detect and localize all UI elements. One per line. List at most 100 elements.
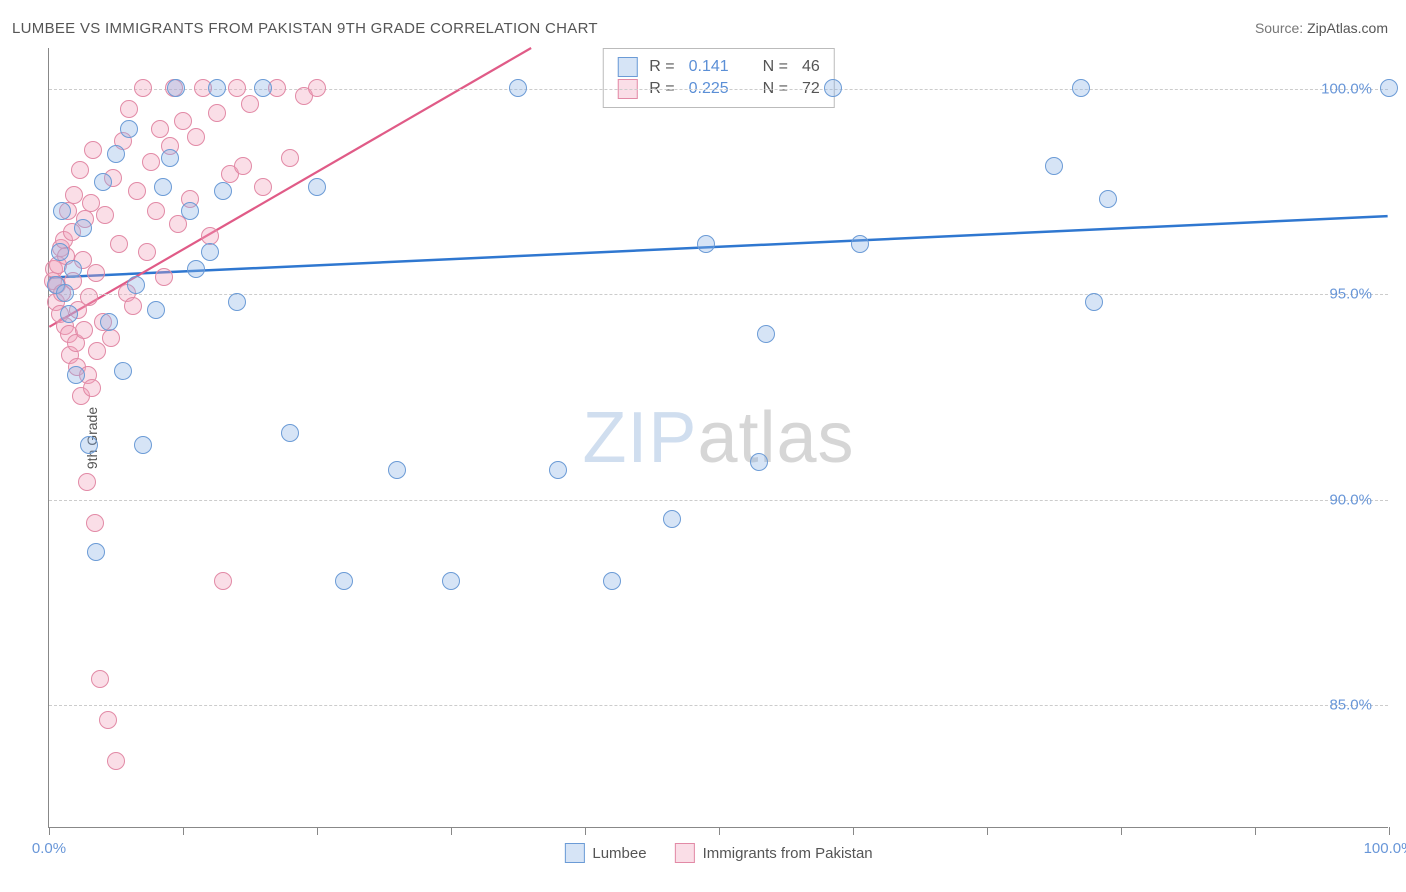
legend-label: Lumbee — [592, 845, 646, 862]
scatter-point — [94, 173, 112, 191]
scatter-point — [208, 79, 226, 97]
source-label: Source: — [1255, 20, 1303, 36]
scatter-point — [83, 379, 101, 397]
source-attribution: Source: ZipAtlas.com — [1255, 20, 1388, 36]
chart-title: LUMBEE VS IMMIGRANTS FROM PAKISTAN 9TH G… — [12, 20, 598, 37]
scatter-point — [120, 120, 138, 138]
trend-line — [49, 216, 1387, 277]
scatter-point — [663, 510, 681, 528]
legend-n-label: N = — [763, 58, 788, 76]
scatter-point — [1099, 190, 1117, 208]
gridline — [49, 89, 1388, 90]
gridline — [49, 705, 1388, 706]
legend-r-value: 0.141 — [689, 58, 745, 76]
y-tick-label: 95.0% — [1329, 286, 1372, 303]
scatter-point — [107, 145, 125, 163]
scatter-point — [388, 461, 406, 479]
scatter-point — [1380, 79, 1398, 97]
scatter-point — [228, 79, 246, 97]
scatter-point — [127, 276, 145, 294]
scatter-point — [100, 313, 118, 331]
scatter-point — [603, 572, 621, 590]
scatter-point — [155, 268, 173, 286]
scatter-point — [1085, 293, 1103, 311]
scatter-point — [91, 670, 109, 688]
x-tick — [853, 827, 854, 835]
gridline — [49, 294, 1388, 295]
scatter-point — [75, 321, 93, 339]
scatter-point — [86, 514, 104, 532]
scatter-point — [67, 366, 85, 384]
x-tick — [49, 827, 50, 835]
x-tick-label: 0.0% — [32, 840, 66, 857]
scatter-point — [234, 157, 252, 175]
scatter-point — [134, 436, 152, 454]
x-tick-label: 100.0% — [1364, 840, 1406, 857]
scatter-point — [74, 219, 92, 237]
scatter-point — [308, 79, 326, 97]
x-tick — [317, 827, 318, 835]
legend-swatch — [675, 843, 695, 863]
scatter-point — [53, 202, 71, 220]
scatter-point — [281, 424, 299, 442]
legend-label: Immigrants from Pakistan — [703, 845, 873, 862]
scatter-point — [138, 243, 156, 261]
scatter-point — [281, 149, 299, 167]
scatter-point — [84, 141, 102, 159]
legend-swatch — [617, 57, 637, 77]
scatter-point — [1045, 157, 1063, 175]
scatter-point — [71, 161, 89, 179]
legend-n-value: 46 — [802, 58, 820, 76]
scatter-point — [110, 235, 128, 253]
scatter-point — [187, 260, 205, 278]
scatter-point — [187, 128, 205, 146]
scatter-point — [824, 79, 842, 97]
chart-plot-area: 9th Grade ZIPatlas R =0.141N =46R =0.225… — [48, 48, 1388, 828]
scatter-point — [509, 79, 527, 97]
legend-item: Lumbee — [564, 843, 646, 863]
watermark-zip: ZIP — [582, 398, 697, 478]
scatter-point — [254, 178, 272, 196]
watermark: ZIPatlas — [582, 397, 854, 479]
scatter-point — [64, 260, 82, 278]
scatter-point — [308, 178, 326, 196]
scatter-point — [87, 543, 105, 561]
x-tick — [1389, 827, 1390, 835]
x-tick — [183, 827, 184, 835]
x-tick — [719, 827, 720, 835]
x-tick — [1121, 827, 1122, 835]
scatter-point — [80, 288, 98, 306]
legend-stat-row: R =0.141N =46 — [617, 57, 819, 77]
y-tick-label: 100.0% — [1321, 81, 1372, 98]
correlation-legend: R =0.141N =46R =0.225N =72 — [602, 48, 834, 108]
scatter-point — [241, 95, 259, 113]
scatter-point — [96, 206, 114, 224]
scatter-point — [102, 329, 120, 347]
scatter-point — [174, 112, 192, 130]
scatter-point — [99, 711, 117, 729]
x-tick — [987, 827, 988, 835]
scatter-point — [154, 178, 172, 196]
scatter-point — [161, 149, 179, 167]
scatter-point — [87, 264, 105, 282]
scatter-point — [134, 79, 152, 97]
scatter-point — [114, 362, 132, 380]
x-tick — [1255, 827, 1256, 835]
scatter-point — [757, 325, 775, 343]
x-tick — [451, 827, 452, 835]
scatter-point — [697, 235, 715, 253]
scatter-point — [128, 182, 146, 200]
scatter-point — [142, 153, 160, 171]
scatter-point — [60, 305, 78, 323]
scatter-point — [1072, 79, 1090, 97]
scatter-point — [167, 79, 185, 97]
scatter-point — [201, 243, 219, 261]
scatter-point — [851, 235, 869, 253]
scatter-point — [335, 572, 353, 590]
gridline — [49, 500, 1388, 501]
legend-swatch — [564, 843, 584, 863]
scatter-point — [254, 79, 272, 97]
scatter-point — [208, 104, 226, 122]
scatter-point — [750, 453, 768, 471]
scatter-point — [107, 752, 125, 770]
